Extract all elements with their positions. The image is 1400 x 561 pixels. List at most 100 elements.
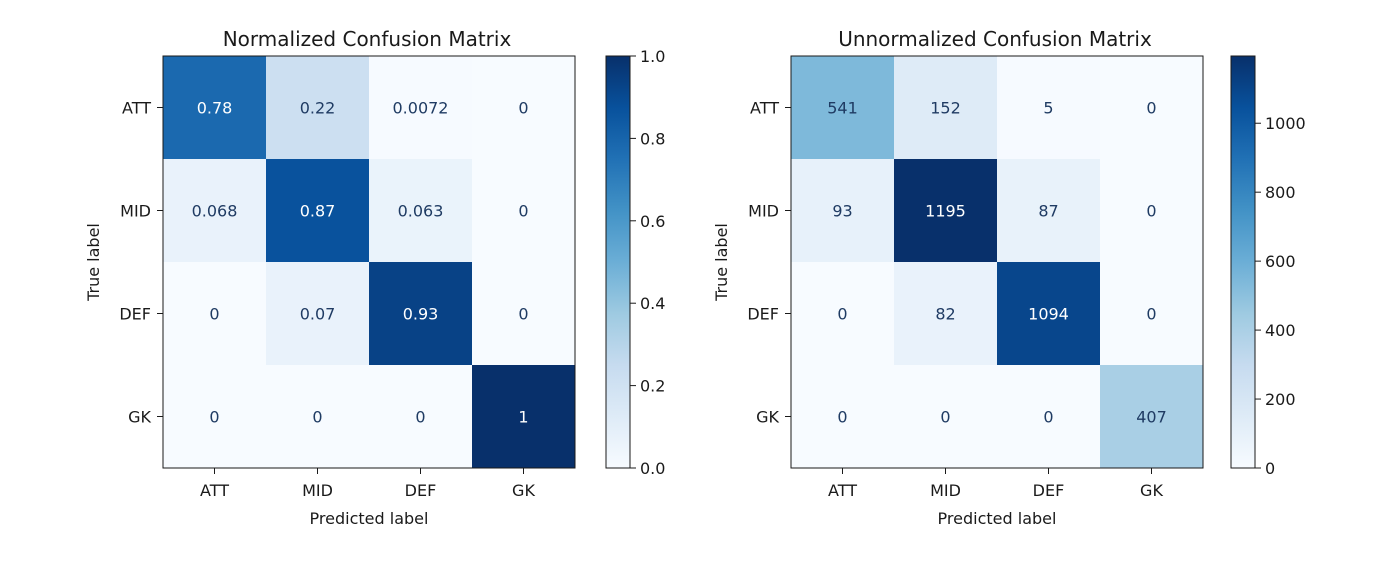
x-tick-label: DEF [1033,481,1065,500]
x-tick-label: ATT [828,481,857,500]
cell-value-label: 0 [312,408,322,427]
cell-value-label: 407 [1136,408,1167,427]
cell-value-label: 541 [827,99,858,118]
colorbar-tick-label: 200 [1265,390,1296,409]
cell-value-label: 0 [837,305,847,324]
cell-value-label: 0.0072 [393,99,449,118]
heatmap-cell [369,56,473,160]
heatmap-cell [791,56,895,160]
y-tick-label: GK [756,408,779,427]
cell-value-label: 0.22 [300,99,336,118]
colorbar-tick-label: 800 [1265,183,1296,202]
heatmap-cell [997,365,1101,469]
cell-value-label: 0 [518,99,528,118]
colorbar-tick-label: 0 [1265,459,1275,478]
y-tick-label: ATT [122,99,151,118]
cell-value-label: 0.063 [398,202,444,221]
cell-value-label: 0 [1146,99,1156,118]
x-tick-label: ATT [200,481,229,500]
heatmap-cell [472,56,576,160]
colorbar-tick-label: 1.0 [640,47,665,66]
cell-value-label: 82 [935,305,955,324]
y-tick-label: MID [748,202,779,221]
cell-value-label: 0 [209,408,219,427]
heatmap-cell [266,365,370,469]
cell-value-label: 0 [940,408,950,427]
cell-value-label: 0 [1146,202,1156,221]
heatmap-cell [791,159,895,263]
heatmap-cell [894,262,998,366]
heatmap-cell [1100,56,1204,160]
unnormalized-confusion-matrix-panel: Unnormalized Confusion Matrix 541 152 5 0 93 1… [712,27,1306,528]
cell-value-label: 5 [1043,99,1053,118]
heatmap-cell [1100,159,1204,263]
colorbar-tick-label: 1000 [1265,114,1306,133]
cell-value-label: 152 [930,99,961,118]
y-axis-label: True label [712,223,731,302]
x-tick-label: MID [930,481,961,500]
x-axis-label: Predicted label [310,509,429,528]
cell-value-label: 0.78 [197,99,233,118]
heatmap-cell [791,262,895,366]
colorbar-tick-label: 0.8 [640,129,665,148]
x-tick-label: GK [512,481,535,500]
normalized-confusion-matrix-panel: Normalized Confusion Matrix 0.78 0.22 0.007… [84,27,665,528]
heatmap-cell [163,365,267,469]
colorbar-tick-label: 0.6 [640,212,665,231]
cell-value-label: 1094 [1028,305,1069,324]
y-tick-label: DEF [119,305,151,324]
colorbar-tick-label: 600 [1265,252,1296,271]
heatmap-cell [266,56,370,160]
colorbar-tick-label: 0.0 [640,459,665,478]
colorbar [1230,55,1256,469]
heatmap-cell [163,159,267,263]
cell-value-label: 0 [518,202,528,221]
heatmap-cell [997,262,1101,366]
cell-value-label: 0 [415,408,425,427]
heatmap-cell [472,159,576,263]
cell-value-label: 93 [832,202,852,221]
cell-value-label: 0.068 [192,202,238,221]
heatmap-cell [894,365,998,469]
heatmap-cell [894,56,998,160]
x-tick-label: GK [1140,481,1163,500]
colorbar-tick-label: 400 [1265,321,1296,340]
heatmap-cell [791,365,895,469]
heatmap-cell [369,365,473,469]
cell-value-label: 0 [837,408,847,427]
x-tick-label: DEF [405,481,437,500]
heatmap-cell [997,159,1101,263]
heatmap-cell [1100,365,1204,469]
chart-title: Normalized Confusion Matrix [223,27,512,51]
axes-frame [162,55,576,469]
heatmap-cell [266,159,370,263]
chart-title: Unnormalized Confusion Matrix [838,27,1152,51]
y-tick-label: MID [120,202,151,221]
cell-value-label: 1195 [925,202,966,221]
cell-value-label: 0 [518,305,528,324]
y-tick-label: ATT [750,99,779,118]
heatmap-cell [163,56,267,160]
heatmap-cell [266,262,370,366]
cell-value-label: 0 [1146,305,1156,324]
heatmap-cell [472,262,576,366]
heatmap-cell [369,159,473,263]
colorbar-tick-label: 0.2 [640,377,665,396]
y-tick-label: DEF [747,305,779,324]
heatmap-cell [894,159,998,263]
cell-value-label: 0 [1043,408,1053,427]
colorbar-tick-label: 0.4 [640,294,665,313]
axes-frame [790,55,1204,469]
cell-value-label: 0.93 [403,305,439,324]
cell-value-label: 0.87 [300,202,336,221]
x-tick-label: MID [302,481,333,500]
y-axis-label: True label [84,223,103,302]
cell-value-label: 0 [209,305,219,324]
cell-value-label: 87 [1038,202,1058,221]
heatmap-cell [369,262,473,366]
cell-value-label: 0.07 [300,305,336,324]
heatmap-cell [472,365,576,469]
heatmap-cell [1100,262,1204,366]
y-tick-label: GK [128,408,151,427]
